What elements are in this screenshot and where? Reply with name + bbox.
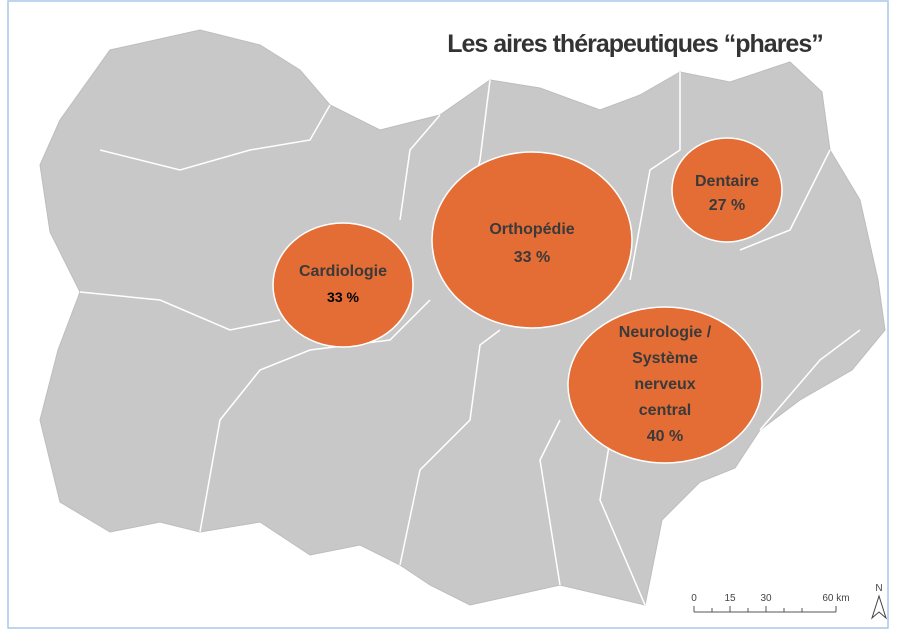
scale-label: 15 (724, 593, 736, 604)
bubbles (272, 137, 783, 464)
bubble-dentaire (671, 137, 783, 243)
title: Les aires thérapeutiques “phares” (447, 30, 822, 58)
bubble-label: central (639, 402, 691, 419)
scale-label: 0 (691, 593, 697, 604)
bubble-value: 27 % (709, 197, 745, 214)
bubble-value: 33 % (514, 249, 550, 266)
bubble-label: Cardiologie (299, 263, 387, 280)
scale-label: 30 (760, 593, 772, 604)
bubble-label: Orthopédie (489, 221, 574, 238)
bubble-label: Système (632, 350, 698, 367)
bubble-value: 40 % (647, 428, 683, 445)
bubble-neurologie (567, 306, 763, 464)
bubble-orthopedie (431, 151, 633, 329)
department-borders (79, 72, 861, 606)
bubble-label: Dentaire (695, 173, 759, 190)
north-arrow (870, 594, 888, 620)
bubble-cardiologie (272, 222, 414, 348)
north-label: N (875, 583, 882, 594)
scale-bar (693, 606, 837, 613)
bubble-label: nerveux (634, 376, 695, 393)
scale-label: 60 km (822, 593, 849, 604)
bubble-label: Neurologie / (619, 324, 712, 341)
bubble-value: 33 % (327, 289, 359, 305)
